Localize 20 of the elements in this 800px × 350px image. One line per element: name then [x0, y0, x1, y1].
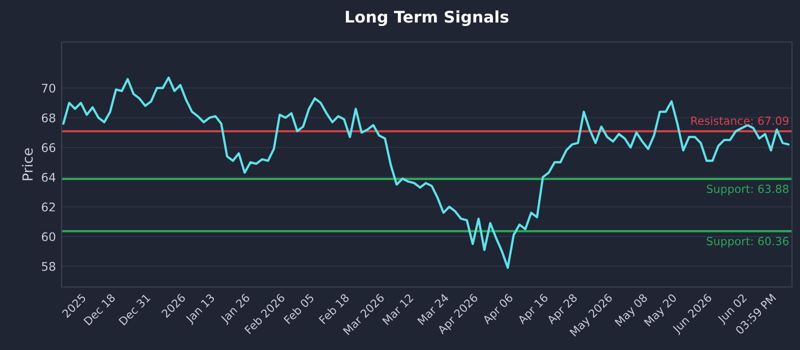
y-tick-label: 58 [42, 262, 56, 271]
y-tick-label: 70 [42, 84, 56, 93]
x-tick-label: Apr 06 [482, 293, 515, 326]
line-series [62, 76, 790, 269]
x-tick-label: Jan 26 [220, 293, 252, 326]
ref-line-label: Support: 63.88 [706, 184, 788, 196]
x-tick-label: Feb 18 [318, 293, 350, 324]
x-tick-label: Feb 05 [283, 293, 314, 324]
x-tick-label: Apr 16 [516, 293, 550, 326]
y-tick-label: 60 [42, 232, 56, 242]
x-tick-label: Dec 31 [118, 293, 151, 326]
y-tick-label: 64 [42, 172, 56, 182]
y-tick-label: 68 [42, 113, 56, 122]
ref-line-label: Support: 60.36 [706, 236, 789, 248]
ref-line-label: Resistance: 67.09 [691, 116, 788, 125]
y-tick-label: 66 [42, 143, 56, 152]
chart-title: Long Term Signals [346, 10, 508, 26]
y-axis-title: Price [22, 148, 33, 180]
y-tick-label: 62 [42, 202, 55, 212]
x-tick-label: Jan 13 [184, 293, 216, 326]
